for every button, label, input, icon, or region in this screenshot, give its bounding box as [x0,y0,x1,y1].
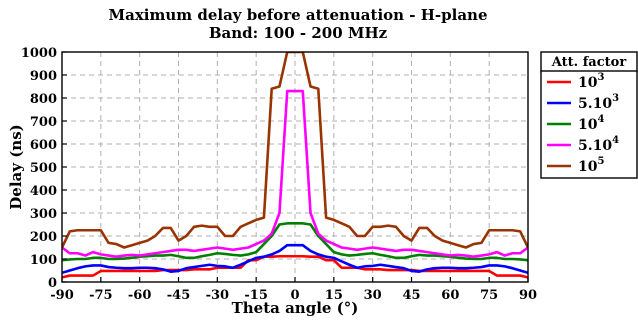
x-tick-label: 60 [441,288,459,303]
series-layer [62,52,528,279]
legend-label-exponent: 4 [597,114,604,125]
y-tick-label: 700 [30,115,57,130]
grid [62,52,528,282]
x-tick-label: -15 [244,288,268,303]
legend-label: 5.104 [578,135,619,154]
tick-layer: -90 -75 -60 -45 -30 -15 0 15 30 45 60 75 90010020030… [21,46,537,303]
y-tick-label: 400 [30,184,57,199]
y-tick-label: 200 [30,230,57,245]
y-tick-label: 100 [30,253,57,268]
legend-label-exponent: 4 [612,135,619,146]
legend-label-exponent: 3 [597,72,604,83]
series-line-4 [62,52,528,249]
series-line-3 [62,89,528,259]
y-tick-label: 500 [30,161,57,176]
series-line-1 [62,243,528,275]
y-tick-label: 0 [48,276,57,291]
x-tick-label: 15 [325,288,343,303]
legend-label-exponent: 3 [612,93,619,104]
x-tick-label: 75 [480,288,498,303]
series-line-0 [62,254,528,279]
y-tick-label: 800 [30,92,57,107]
legend-label: 104 [578,114,604,133]
x-tick-label: 0 [290,288,299,303]
y-tick-label: 1000 [21,46,57,61]
chart-title: Maximum delay before attenuation - H-pla… [109,6,488,24]
legend-label-exponent: 5 [597,156,604,167]
legend-label-base: 10 [578,75,598,91]
x-tick-label: -45 [167,288,191,303]
legend-label: 105 [578,156,604,175]
y-tick-label: 300 [30,207,57,222]
x-tick-label: -60 [128,288,152,303]
legend-title: Att. factor [551,55,627,70]
x-tick-label: -90 [50,288,74,303]
x-tick-label: -75 [89,288,113,303]
y-tick-label: 900 [30,69,57,84]
legend-label-base: 5.10 [578,138,612,154]
x-tick-label: 30 [364,288,382,303]
y-axis-label: Delay (ns) [7,124,25,209]
x-tick-label: 45 [402,288,420,303]
chart-subtitle: Band: 100 - 200 MHz [209,24,388,42]
x-axis-label: Theta angle (°) [232,299,359,317]
x-tick-label: -30 [206,288,230,303]
legend-label: 5.103 [578,93,619,112]
legend-label: 103 [578,72,604,91]
legend-label-base: 10 [578,117,598,133]
x-tick-label: 90 [519,288,537,303]
legend-label-base: 10 [578,159,598,175]
legend-label-base: 5.10 [578,96,612,112]
y-tick-label: 600 [30,138,57,153]
